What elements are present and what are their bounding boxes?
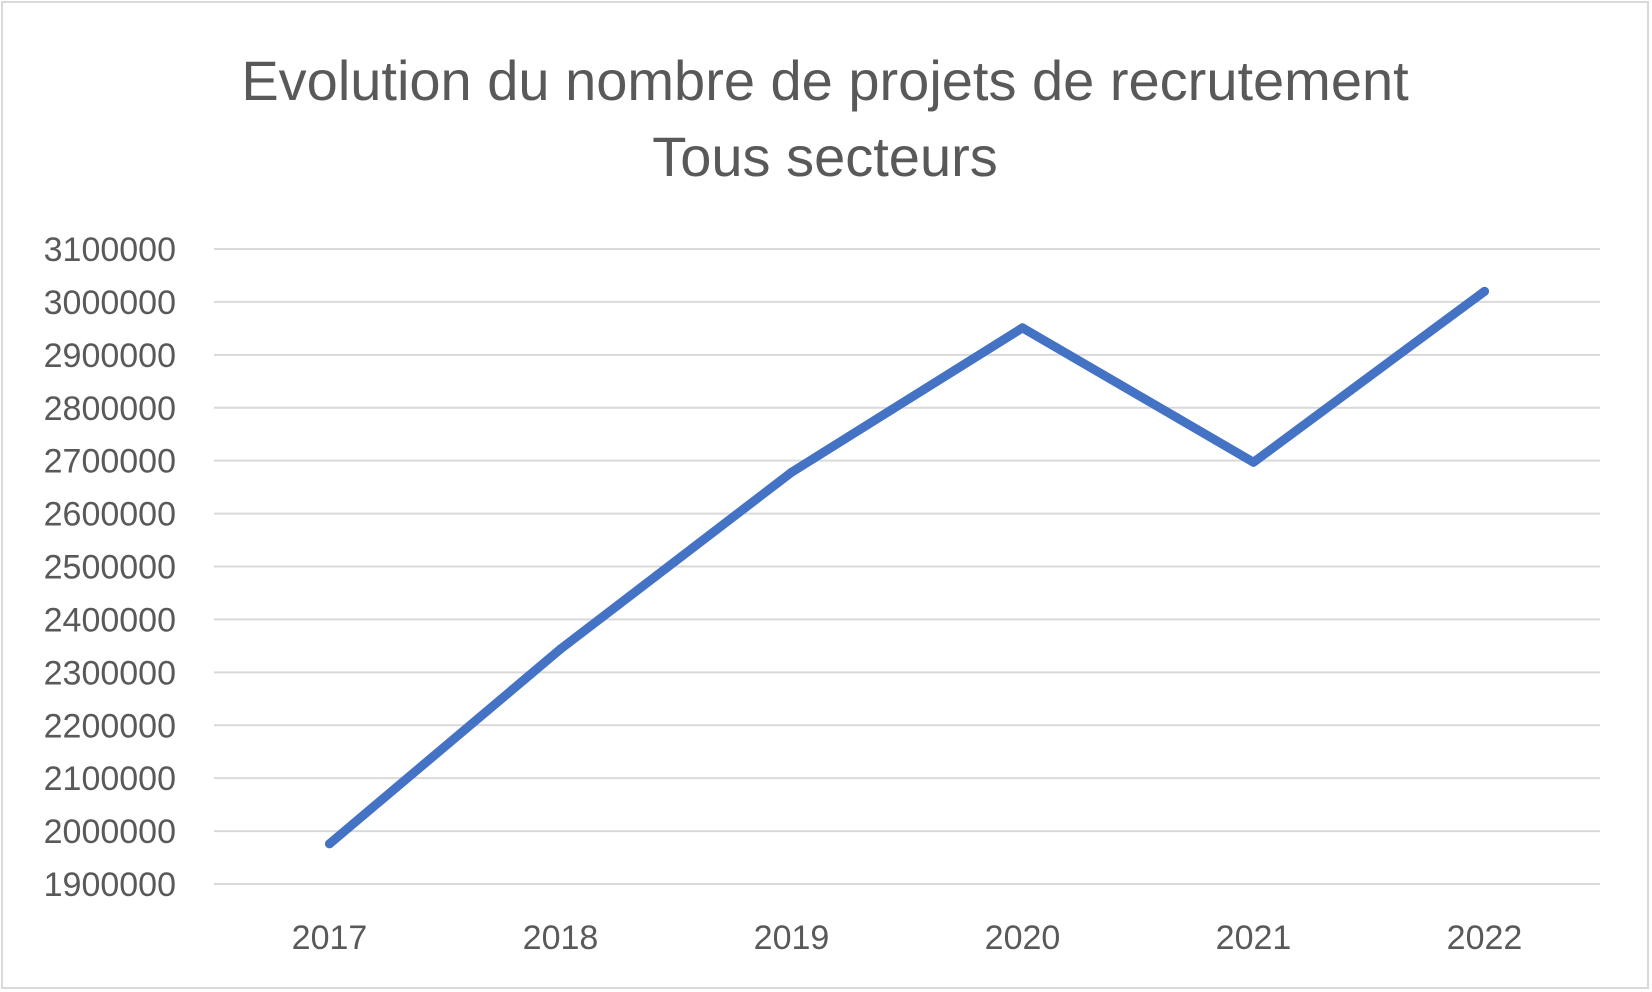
- data-point-2018: [556, 644, 565, 654]
- y-tick-label: 3000000: [44, 284, 176, 322]
- y-tick-label: 3100000: [44, 231, 176, 269]
- x-tick-label: 2017: [292, 919, 368, 957]
- y-tick-label: 2200000: [44, 707, 176, 745]
- y-tick-label: 2800000: [44, 390, 176, 428]
- y-tick-label: 2900000: [44, 337, 176, 375]
- chart-title: Evolution du nombre de projets de recrut…: [241, 49, 1409, 112]
- y-tick-label: 2400000: [44, 601, 176, 639]
- x-tick-label: 2020: [985, 919, 1061, 957]
- y-tick-label: 2000000: [44, 813, 176, 851]
- data-point-2022: [1480, 286, 1489, 296]
- data-point-2017: [325, 839, 334, 849]
- y-tick-label: 2500000: [44, 549, 176, 587]
- chart-subtitle: Tous secteurs: [652, 125, 998, 188]
- series-lines: [325, 286, 1489, 849]
- x-axis-tick-labels: 2017 2018 2019 2020 2021 2022: [292, 919, 1523, 957]
- y-axis-tick-labels: 1900000 2000000 2100000 2200000 2300000 24000…: [44, 231, 176, 904]
- series-line: [325, 286, 1489, 849]
- x-tick-label: 2021: [1216, 919, 1292, 957]
- y-tick-label: 2600000: [44, 496, 176, 534]
- data-point-2019: [787, 467, 796, 477]
- y-tick-label: 1900000: [44, 866, 176, 904]
- x-tick-label: 2022: [1447, 919, 1523, 957]
- data-point-2020: [1018, 323, 1027, 333]
- x-tick-label: 2018: [523, 919, 599, 957]
- data-point-2021: [1249, 457, 1258, 467]
- y-tick-label: 2300000: [44, 654, 176, 692]
- x-tick-label: 2019: [754, 919, 830, 957]
- y-tick-label: 2100000: [44, 760, 176, 798]
- y-tick-label: 2700000: [44, 443, 176, 481]
- gridlines: [214, 248, 1600, 885]
